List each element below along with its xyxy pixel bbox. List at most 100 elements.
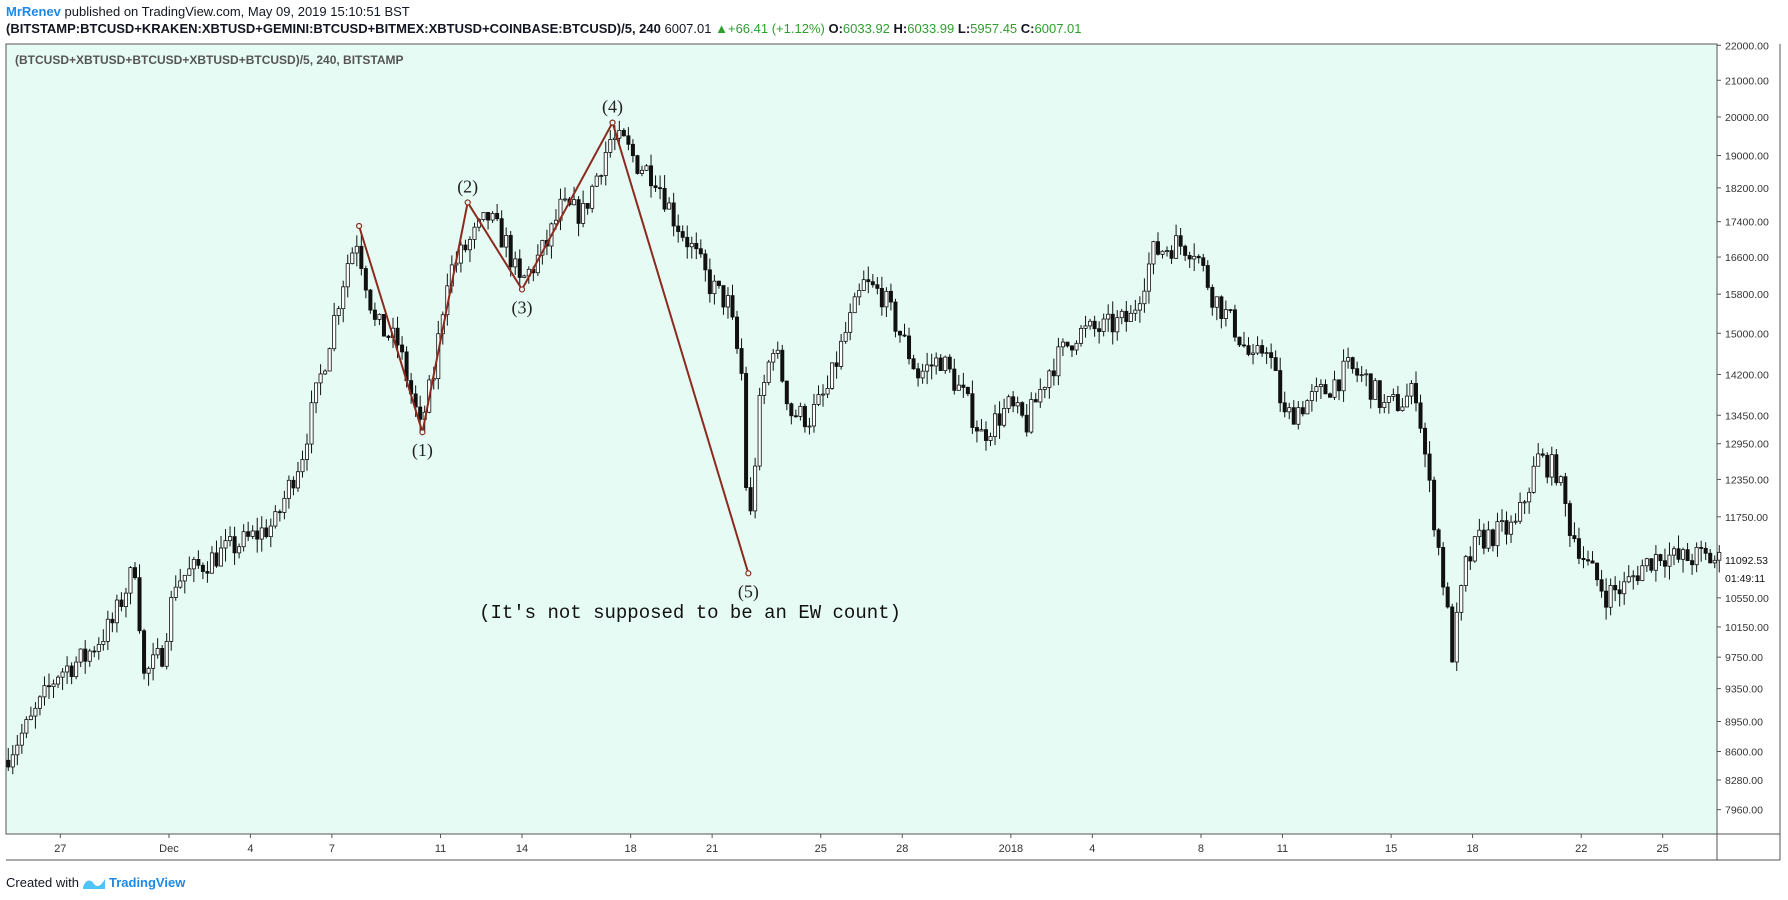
candle-body [467, 239, 472, 251]
candle-body [10, 754, 15, 768]
candle-body [766, 361, 771, 383]
candle-body [60, 671, 65, 678]
symbol-info-bar: (BITSTAMP:BTCUSD+KRAKEN:XBTUSD+GEMINI:BT… [6, 21, 1082, 36]
candle-body [133, 567, 138, 579]
candle-body [771, 353, 776, 363]
candle-body [200, 564, 205, 572]
candle-body [653, 185, 658, 189]
candle-body [1318, 384, 1323, 388]
candle-body [368, 289, 373, 311]
candle-body [1015, 402, 1020, 407]
wave-line[interactable] [358, 120, 750, 574]
candle-body [37, 696, 42, 709]
candle-body [965, 387, 970, 395]
candle-body [952, 368, 957, 391]
time-tick-label: 21 [706, 843, 718, 855]
candle-body [295, 471, 300, 489]
plot-area[interactable] [5, 43, 1718, 835]
wave-point[interactable] [355, 222, 363, 230]
candle-body [1214, 296, 1219, 308]
candle-body [123, 592, 128, 607]
candle-body [1255, 345, 1260, 354]
candle-body [807, 425, 812, 428]
candle-body [1590, 560, 1595, 564]
candle-body [1513, 520, 1518, 523]
candle-body [56, 676, 61, 685]
candle-body [961, 384, 966, 388]
time-tick-label: 8 [1198, 843, 1204, 855]
candle-body [993, 413, 998, 437]
candle-body [151, 654, 156, 669]
wave-point[interactable] [609, 119, 616, 126]
candle-body [273, 511, 278, 527]
candle-body [793, 415, 798, 418]
time-tick-label: 28 [896, 843, 908, 855]
candle-body [178, 580, 183, 588]
candle-body [748, 487, 753, 512]
candle-body [947, 356, 952, 370]
candle-body [1020, 402, 1025, 416]
candle-body [182, 574, 187, 582]
candle-body [495, 213, 500, 220]
candle-body [268, 525, 273, 538]
wave-point[interactable] [464, 199, 471, 206]
candle-body [784, 380, 789, 405]
candle-body [1404, 395, 1409, 408]
candle-body [259, 527, 264, 540]
candle-body [219, 547, 224, 567]
price-tick-label: 11750.00 [1725, 512, 1768, 524]
candle-body [585, 202, 590, 209]
candle-body [169, 597, 174, 642]
candle-body [1712, 559, 1717, 564]
candle-body [282, 497, 287, 513]
price-tick-label: 10150.00 [1725, 622, 1769, 634]
candle-body [119, 599, 124, 607]
high-value: 6033.99 [907, 21, 955, 36]
candle-body [314, 382, 319, 404]
wave-label: (1) [412, 440, 433, 461]
close-value: 6007.01 [1034, 21, 1082, 36]
time-tick-label: Dec [159, 843, 179, 855]
candle-body [1219, 296, 1224, 319]
candle-body [1522, 501, 1527, 504]
candle-body [1237, 336, 1242, 346]
candlestick-series [6, 120, 1722, 775]
created-with-text: Created with [6, 875, 79, 890]
candle-body [988, 436, 993, 441]
price-change: +66.41 (+1.12%) [727, 21, 825, 36]
price-tick-label: 22000.00 [1725, 40, 1769, 52]
candle-body [1386, 396, 1391, 403]
wave-point[interactable] [518, 286, 526, 293]
price-tick-label: 17400.00 [1725, 217, 1769, 229]
wave-point[interactable] [419, 429, 426, 436]
wave-point[interactable] [745, 570, 752, 577]
candle-body [639, 169, 644, 174]
candle-body [42, 685, 47, 698]
candle-body [160, 648, 165, 667]
candle-body [970, 393, 975, 428]
candle-body [1703, 547, 1708, 554]
wave-drawing[interactable]: (1) (2) (3) (4) (5) [355, 97, 759, 603]
candle-body [1051, 370, 1056, 377]
price-tick-label: 9750.00 [1725, 652, 1763, 664]
candle-body [164, 640, 169, 667]
tradingview-brand-link[interactable]: TradingView [108, 875, 186, 890]
candle-body [590, 185, 595, 209]
candle-body [753, 465, 758, 512]
open-label: O: [828, 21, 843, 36]
candle-body [1083, 325, 1088, 329]
price-tick-label: 21000.00 [1725, 75, 1769, 87]
candle-body [721, 285, 726, 308]
candle-body [635, 155, 640, 174]
candle-body [893, 301, 898, 332]
author-link[interactable]: MrRenev [6, 4, 61, 19]
candle-body [92, 650, 97, 653]
candle-body [1662, 560, 1667, 567]
candle-body [1604, 590, 1609, 608]
candle-body [1183, 245, 1188, 256]
candle-body [1201, 257, 1206, 266]
candle-body [703, 253, 708, 271]
candle-body [1694, 547, 1699, 566]
candle-body [1355, 368, 1360, 376]
